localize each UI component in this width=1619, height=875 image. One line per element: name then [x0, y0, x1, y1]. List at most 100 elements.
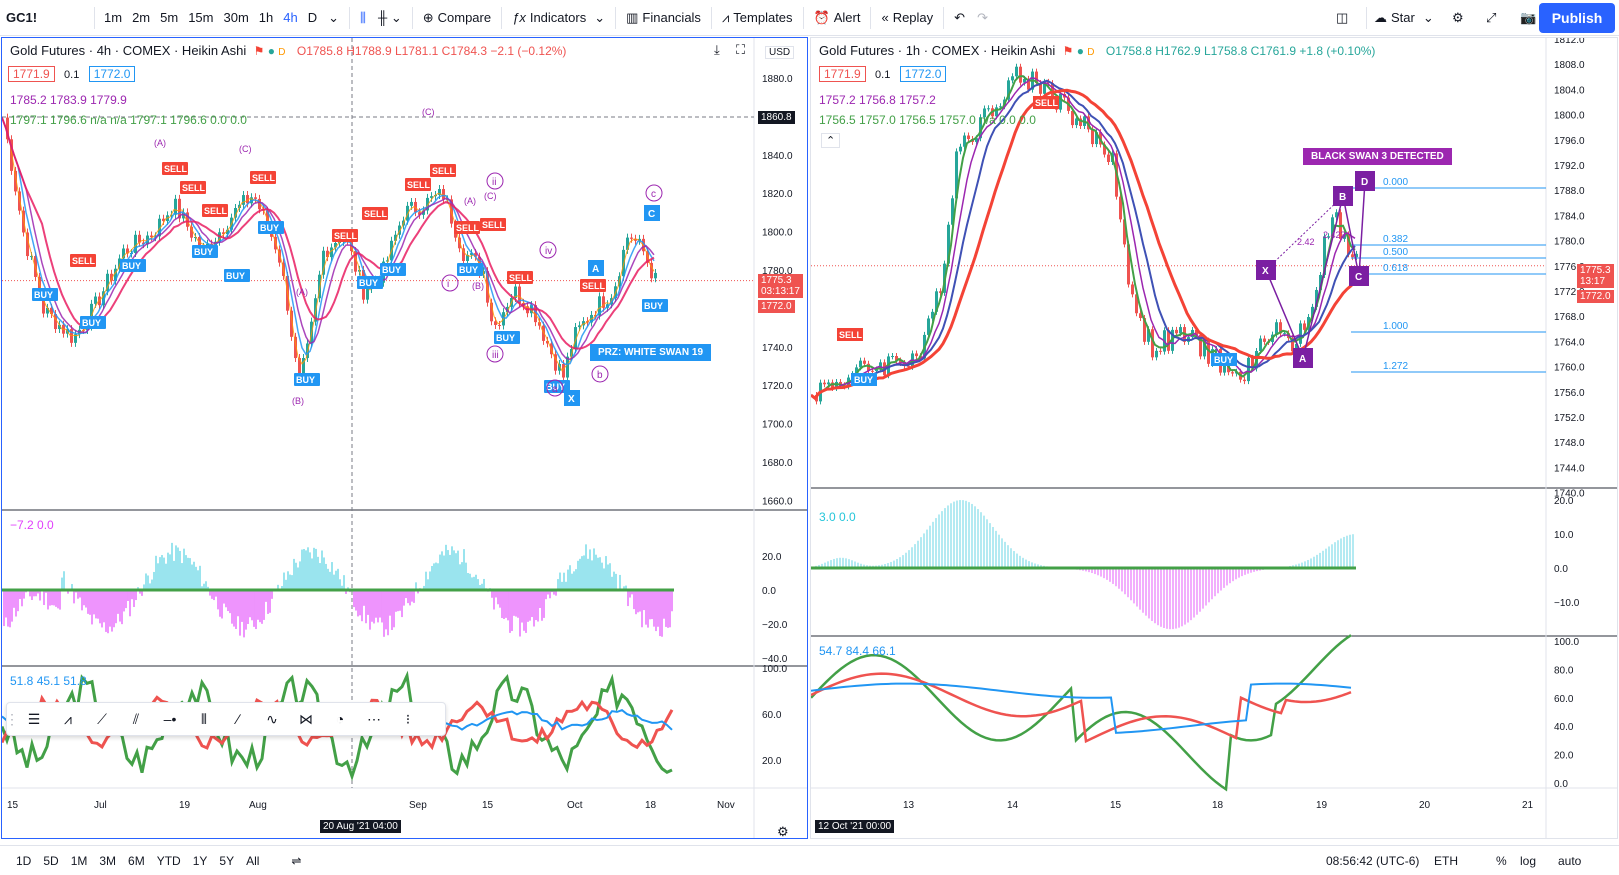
fib-spiral-icon[interactable]: ◔ — [335, 711, 345, 727]
range-1m[interactable]: 1M — [70, 853, 88, 868]
candle-body — [194, 237, 197, 239]
price-tick-label: 1720.0 — [762, 381, 793, 392]
collapse-chevron-icon[interactable]: ⌃ — [821, 133, 841, 148]
symbol-search[interactable]: GC1! — [6, 10, 38, 25]
candle-body — [1315, 289, 1318, 307]
right-chart-title[interactable]: Gold Futures · 1h · COMEX · Heikin Ashi — [819, 43, 1056, 58]
log-toggle[interactable]: log — [1520, 853, 1537, 868]
download-icon[interactable]: ⤓ — [714, 42, 720, 57]
range-5y[interactable]: 5Y — [219, 853, 235, 868]
candle-body — [1131, 284, 1134, 295]
timeframe-15m[interactable]: 15m — [188, 10, 214, 25]
indicators-label: Indicators — [529, 10, 587, 25]
timeframe-2m[interactable]: 2m — [132, 10, 151, 25]
buy-signal-label: BUY — [496, 333, 515, 343]
range-6m[interactable]: 6M — [128, 853, 145, 868]
range-1d[interactable]: 1D — [16, 853, 32, 868]
candle-body — [1179, 327, 1182, 334]
templates-button[interactable]: ⩘ Templates — [716, 0, 799, 36]
fib-level-label: 0.382 — [1383, 234, 1408, 245]
black-swan-annotation[interactable]: BLACK SWAN 3 DETECTED — [1303, 148, 1452, 165]
elliott-wave-icon[interactable]: ∿ — [266, 710, 278, 727]
alert-button[interactable]: ⏰ Alert — [808, 0, 867, 36]
candle-body — [546, 340, 549, 344]
publish-button[interactable]: Publish — [1539, 3, 1615, 33]
price-tick-label: 1748.0 — [1554, 438, 1585, 449]
star-button[interactable]: ☁ Star ⌄ — [1368, 0, 1440, 36]
settings-list-icon[interactable]: ⁝ — [405, 710, 411, 727]
settings-gear-icon[interactable]: ⚙ — [1452, 9, 1464, 25]
wave-label: (B) — [472, 281, 484, 291]
buy-signal-label: BUY — [194, 247, 213, 257]
layout-icon[interactable]: ◫ — [1336, 9, 1349, 25]
right-chart-canvas[interactable]: 1812.0 1808.0 1804.0 1800.0 1796.0 1792.0 1788… — [811, 38, 1618, 839]
indicators-button[interactable]: ƒx Indicators ⌄ — [506, 0, 611, 36]
financials-button[interactable]: ▥ Financials — [620, 0, 707, 36]
buy-signal — [120, 259, 146, 272]
right-indicator-row-1: 1771.9 0.1 1772.0 — [819, 66, 947, 82]
currency-selector[interactable]: USD — [765, 46, 795, 59]
sell-signal-label: SELL — [204, 206, 228, 216]
right-box-2[interactable]: 1772.0 — [899, 66, 947, 82]
fullscreen-icon[interactable]: ⤢ — [1486, 9, 1497, 25]
candle-body — [222, 232, 225, 235]
range-ytd[interactable]: YTD — [156, 853, 181, 868]
right-chart-pane[interactable]: 1812.0 1808.0 1804.0 1800.0 1796.0 1792.0 1788… — [810, 37, 1618, 839]
maximize-icon[interactable]: ⛶ — [736, 42, 746, 57]
lines-icon[interactable]: ☰ — [27, 710, 41, 727]
chevron-down-icon[interactable]: ⌄ — [328, 9, 340, 25]
camera-icon[interactable]: 📷 — [1520, 9, 1537, 25]
compare-button[interactable]: ⊕ Compare — [417, 0, 497, 36]
timeframe-30m[interactable]: 30m — [223, 10, 249, 25]
candle-body — [322, 250, 325, 275]
fib-icon[interactable]: ⦀ — [200, 710, 208, 727]
left-box-2[interactable]: 1772.0 — [88, 66, 136, 82]
range-5d[interactable]: 5D — [43, 853, 59, 868]
trend-line-icon[interactable]: ⟋ — [97, 710, 107, 727]
auto-toggle[interactable]: auto — [1558, 853, 1582, 868]
date-range-calendar-icon[interactable]: ⇌ — [291, 853, 302, 868]
clock-display[interactable]: 08:56:42 (UTC-6) — [1326, 853, 1420, 868]
undo-icon[interactable]: ↶ — [954, 9, 966, 25]
right-box-1[interactable]: 1771.9 — [819, 66, 866, 82]
timeframe-1h[interactable]: 1h — [258, 10, 274, 25]
abcd-pattern-icon[interactable]: ⩘ — [64, 710, 72, 727]
bar-style-icon[interactable]: ⫼ — [360, 9, 366, 25]
left-price-tag: 1775.3 03:13:17 — [758, 274, 803, 298]
drag-handle-icon[interactable]: ⋮ — [5, 710, 19, 727]
range-1y[interactable]: 1Y — [192, 853, 208, 868]
timeframe-D[interactable]: D — [307, 10, 318, 25]
candle-body — [983, 108, 986, 118]
range-3m[interactable]: 3M — [99, 853, 117, 868]
candle-body — [542, 325, 545, 341]
redo-icon[interactable]: ↷ — [977, 9, 988, 25]
candle-body — [102, 291, 105, 306]
range-all[interactable]: All — [246, 853, 260, 868]
sell-signal — [1033, 96, 1059, 109]
timeframe-5m[interactable]: 5m — [160, 10, 179, 25]
osc-tick-label: −40.0 — [762, 654, 788, 665]
prz-annotation[interactable]: PRZ: WHITE SWAN 19 — [590, 344, 712, 361]
timeframe-1m[interactable]: 1m — [104, 10, 123, 25]
right-rsi-legend: 54.7 84.4 66.1 — [819, 644, 896, 658]
ray-icon[interactable]: ∕ — [236, 711, 240, 727]
chart-settings-gear-icon[interactable]: ⚙ — [777, 824, 789, 839]
candle-style-icon[interactable]: ╫ ⌄ — [378, 9, 402, 25]
left-chart-canvas[interactable]: 1880.01860.01840.01820.01800.01780.01760… — [2, 38, 808, 839]
parallel-channel-icon[interactable]: ⫽ — [132, 710, 140, 727]
horizontal-ray-icon[interactable]: –• — [163, 711, 177, 727]
elliott-wave-label: iii — [492, 350, 499, 361]
osc-tick-label: −10.0 — [1554, 598, 1580, 609]
left-box-1[interactable]: 1771.9 — [8, 66, 55, 82]
timeframe-4h[interactable]: 4h — [283, 10, 298, 25]
session-toggle[interactable]: ETH — [1434, 853, 1458, 868]
sell-signal — [454, 221, 480, 234]
fib-timezone-icon[interactable]: ⋯ — [367, 710, 381, 727]
rsi-tick-label: 100.0 — [1554, 637, 1579, 648]
percent-toggle[interactable]: % — [1496, 853, 1507, 868]
elliott-wave-circle — [486, 172, 504, 190]
xabcd-pattern-icon[interactable]: ⋈ — [299, 710, 313, 727]
left-chart-title[interactable]: Gold Futures · 4h · COMEX · Heikin Ashi — [10, 43, 247, 58]
replay-button[interactable]: «Replay — [875, 0, 939, 36]
time-tick-label: 18 — [645, 800, 657, 811]
